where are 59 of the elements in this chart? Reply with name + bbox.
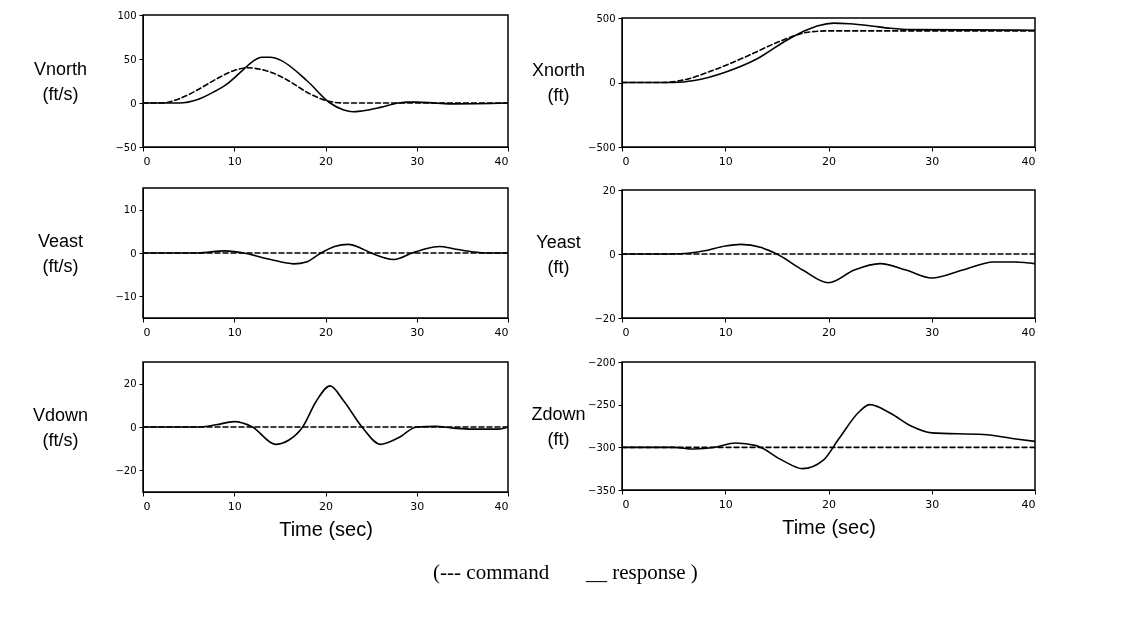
x-tick-label: 0	[622, 497, 630, 511]
y-tick-label: 50	[123, 53, 137, 65]
y-axis-title: Veast (ft/s)	[37, 230, 84, 276]
x-tick-label: 40	[494, 499, 509, 513]
x-tick-label: 20	[319, 325, 333, 339]
x-tick-label: 40	[1021, 497, 1036, 511]
y-axis-title: Zdown (ft)	[531, 403, 586, 449]
y-tick-label: 500	[596, 12, 616, 24]
y-tick-label: 0	[130, 97, 137, 109]
x-tick-label: 30	[410, 499, 425, 513]
x-axis-title: Time (sec)	[279, 517, 373, 540]
x-tick-label: 0	[622, 325, 630, 339]
x-tick-label: 10	[227, 499, 242, 513]
x-tick-label: 10	[718, 325, 733, 339]
y-tick-label: 0	[609, 77, 616, 88]
x-tick-label: 20	[822, 497, 836, 511]
y-tick-label: 0	[609, 248, 616, 260]
x-tick-label: 30	[410, 154, 425, 168]
x-tick-label: 30	[925, 325, 940, 339]
x-tick-label: 20	[319, 499, 333, 513]
x-tick-label: 30	[925, 154, 940, 168]
x-tick-label: 30	[925, 497, 940, 511]
x-tick-label: 20	[822, 325, 836, 339]
x-tick-label: 10	[227, 325, 242, 339]
x-tick-label: 0	[143, 325, 151, 339]
x-tick-label: 20	[822, 154, 836, 168]
x-tick-label: 0	[622, 154, 630, 168]
y-tick-label: −20	[115, 464, 137, 476]
x-tick-label: 40	[1021, 154, 1036, 168]
y-axis-title: Yeast (ft)	[536, 231, 581, 277]
text: (--- command __ response )	[432, 560, 699, 585]
y-axis-title: Vnorth (ft/s)	[33, 58, 88, 104]
y-tick-label: 20	[123, 378, 137, 390]
y-axis-title: Vdown (ft/s)	[32, 404, 89, 450]
y-tick-label: 10	[123, 204, 137, 216]
x-tick-label: 10	[718, 154, 733, 168]
y-tick-label: 100	[117, 9, 137, 21]
y-axis-title: Xnorth (ft)	[531, 60, 586, 105]
y-tick-label: 0	[130, 247, 137, 259]
y-tick-label: −20	[594, 312, 616, 324]
y-tick-label: −500	[588, 141, 616, 153]
y-tick-label: −350	[588, 484, 616, 496]
x-tick-label: 20	[319, 154, 333, 168]
y-tick-label: 20	[602, 184, 616, 196]
x-tick-label: 30	[410, 325, 425, 339]
x-axis-title: Time (sec)	[782, 515, 876, 538]
y-tick-label: 0	[130, 421, 137, 433]
x-tick-label: 0	[143, 154, 151, 168]
y-tick-label: −200	[588, 356, 616, 368]
x-tick-label: 40	[1021, 325, 1036, 339]
x-tick-label: 40	[494, 154, 509, 168]
x-tick-label: 0	[143, 499, 151, 513]
y-tick-label: −50	[115, 141, 137, 153]
x-tick-label: 10	[718, 497, 733, 511]
y-tick-label: −300	[588, 441, 616, 453]
x-tick-label: 10	[227, 154, 242, 168]
y-tick-label: −250	[588, 399, 616, 411]
x-tick-label: 40	[494, 325, 509, 339]
y-tick-label: −10	[115, 290, 137, 302]
